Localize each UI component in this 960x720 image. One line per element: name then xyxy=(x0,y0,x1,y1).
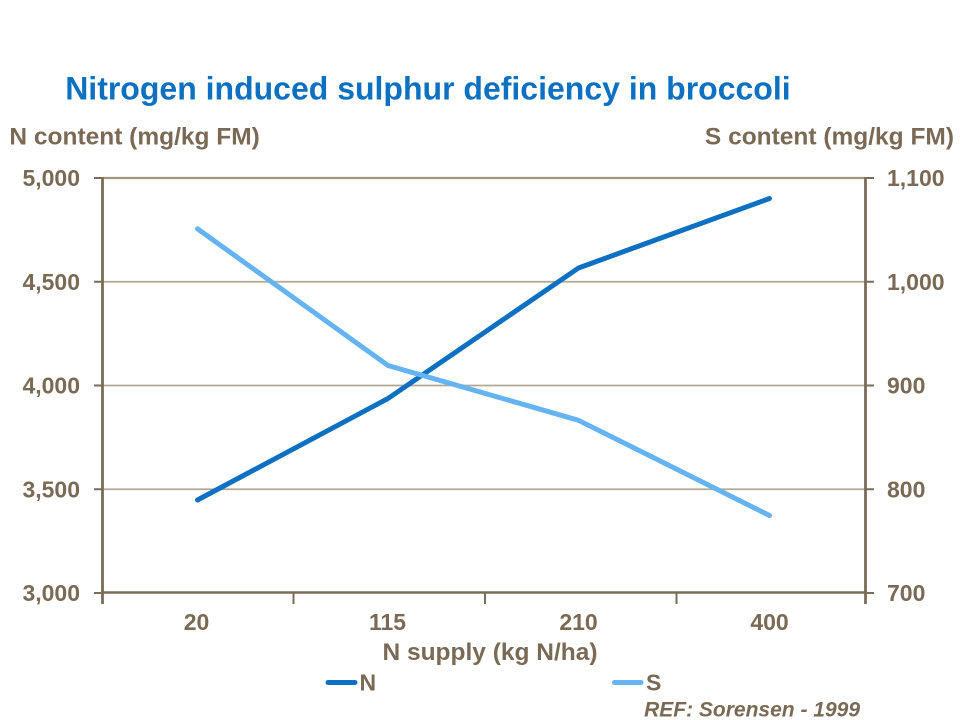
svg-text:800: 800 xyxy=(887,476,925,502)
svg-text:1,000: 1,000 xyxy=(887,269,945,295)
svg-text:20: 20 xyxy=(184,609,210,635)
svg-text:210: 210 xyxy=(559,609,597,635)
svg-text:S content (mg/kg FM): S content (mg/kg FM) xyxy=(705,124,954,151)
svg-text:700: 700 xyxy=(887,580,925,606)
svg-text:N content (mg/kg FM): N content (mg/kg FM) xyxy=(9,124,259,151)
svg-text:N: N xyxy=(360,670,377,696)
svg-text:1,100: 1,100 xyxy=(887,165,945,191)
svg-text:REF: Sorensen - 1999: REF: Sorensen - 1999 xyxy=(644,699,860,720)
svg-text:3,500: 3,500 xyxy=(22,476,80,502)
svg-text:4,500: 4,500 xyxy=(22,269,80,295)
svg-text:5,000: 5,000 xyxy=(22,165,80,191)
svg-text:S: S xyxy=(646,670,661,696)
svg-text:400: 400 xyxy=(750,609,788,635)
svg-text:N supply (kg N/ha): N supply (kg N/ha) xyxy=(382,639,597,666)
svg-text:3,000: 3,000 xyxy=(22,580,80,606)
svg-text:4,000: 4,000 xyxy=(22,373,80,399)
svg-text:900: 900 xyxy=(887,373,925,399)
svg-text:Nitrogen induced sulphur defic: Nitrogen induced sulphur deficiency in b… xyxy=(65,70,790,106)
svg-text:115: 115 xyxy=(369,609,406,635)
